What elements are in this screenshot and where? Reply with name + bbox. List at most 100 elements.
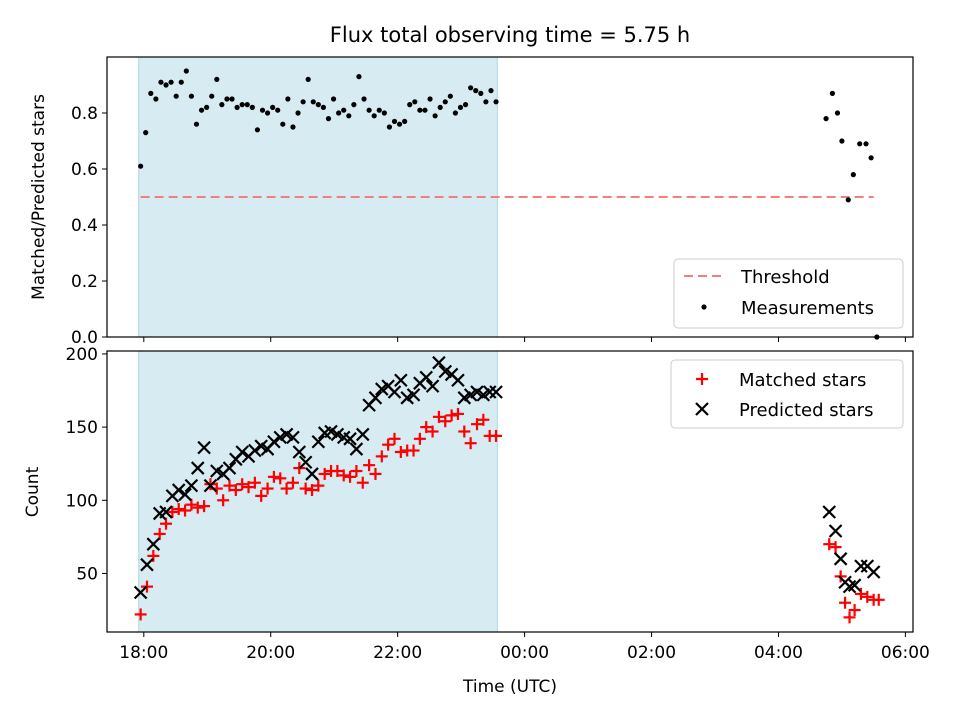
matched-star-point [160,517,173,530]
matched-star-point [312,479,325,492]
top-y-tick-label: 0.8 [71,104,98,124]
measurement-point [224,96,230,102]
measurement-point [412,99,418,105]
predicted-star-point [222,461,237,475]
measurement-point [376,107,382,113]
predicted-star-marker-b [866,565,881,579]
bottom-y-tick-label: 200 [66,345,98,365]
measurement-point [462,102,469,108]
measurement-point [320,104,327,110]
predicted-star-marker-b [311,434,326,449]
matched-star-point [356,476,369,489]
matched-star-point [388,432,401,445]
measurement-point [478,90,484,96]
predicted-star-marker-b [140,557,154,572]
predicted-star-point [355,427,370,442]
top-y-axis-label: Matched/Predicted stars [29,94,49,300]
predicted-star-marker-b [254,439,268,453]
measurement-point [183,68,189,74]
legend-matched-swatch [696,373,708,385]
matched-star-point [318,467,331,480]
matched-star-point [274,472,287,485]
predicted-star-marker-b [197,440,211,455]
measurement-point [396,121,403,127]
measurement-point [285,96,291,102]
predicted-star-point [298,455,313,470]
measurement-point [188,93,195,99]
predicted-star-marker-b [482,385,497,399]
matched-star-point [172,503,185,516]
predicted-star-point [159,505,173,519]
matched-star-point [255,489,268,502]
predicted-star-marker-b [368,391,383,405]
measurement-point [300,99,306,105]
measurement-point [214,76,220,82]
predicted-star-marker-b [419,370,434,385]
predicted-star-point [197,440,211,455]
measurement-point [239,102,245,108]
predicted-star-marker-b [133,585,148,600]
measurement-point [153,96,159,102]
bottom-panel: 50 100 150 200 Count 18:00 20:00 22:00 00:00 02… [23,345,930,663]
measurement-point [290,124,296,130]
measurement-point [366,107,372,113]
measurement-point [295,110,301,116]
matched-star-point [451,407,464,420]
predicted-star-point [406,388,421,402]
predicted-star-marker-b [489,385,503,399]
measurement-point [341,107,347,113]
measurement-point [259,107,266,113]
matched-star-point [350,465,363,478]
measurement-point [346,113,352,119]
predicted-star-point [866,565,881,579]
top-legend: Threshold Measurements [673,258,904,329]
measurement-point [468,85,474,91]
measurement-point [356,74,362,80]
matched-star-point [363,459,376,472]
matched-star-point [147,549,160,562]
predicted-star-marker-b [146,537,161,551]
measurement-point [381,110,387,116]
predicted-star-marker-b [292,445,307,459]
measurement-point [163,82,169,88]
measurement-point [234,104,240,110]
legend-predicted-swatch [695,402,709,416]
matched-star-point [191,501,204,514]
x-tick-label: 00:00 [500,643,549,663]
measurement-point [473,88,479,94]
x-tick-label: 22:00 [373,643,422,663]
predicted-star-point [133,585,148,600]
bottom-y-axis-label: Count [23,466,43,517]
measurement-point [845,197,851,203]
predicted-star-point [432,355,446,370]
measurement-point [407,102,413,108]
bottom-legend-box [670,359,904,429]
top-y-tick-label: 0.6 [71,160,98,180]
legend-threshold-label: Threshold [740,267,830,288]
matched-star-point [470,418,483,431]
predicted-star-point [140,557,154,572]
predicted-star-marker-b [159,505,173,519]
matched-star-point [153,527,166,540]
matched-star-point [305,484,318,497]
matched-star-point [394,445,407,458]
matched-star-point [477,413,490,426]
predicted-star-point [178,487,192,502]
measurement-point [143,130,149,136]
measurement-point [178,79,184,85]
matched-star-point [261,482,274,495]
predicted-star-marker-b [178,487,192,502]
measurement-point [254,127,261,133]
matched-star-point [331,465,344,478]
measurement-point [325,116,332,122]
predicted-star-point [833,552,848,566]
matched-star-point [843,611,856,624]
matched-star-point [439,415,452,428]
predicted-star-marker-b [828,524,843,538]
predicted-star-marker-b [822,505,837,519]
measurement-point [447,93,453,99]
measurement-point [315,102,321,108]
bottom-x-ticks: 18:00 20:00 22:00 00:00 02:00 04:00 06:00 [119,632,930,663]
predicted-star-point [394,373,408,388]
predicted-star-point [184,478,199,493]
